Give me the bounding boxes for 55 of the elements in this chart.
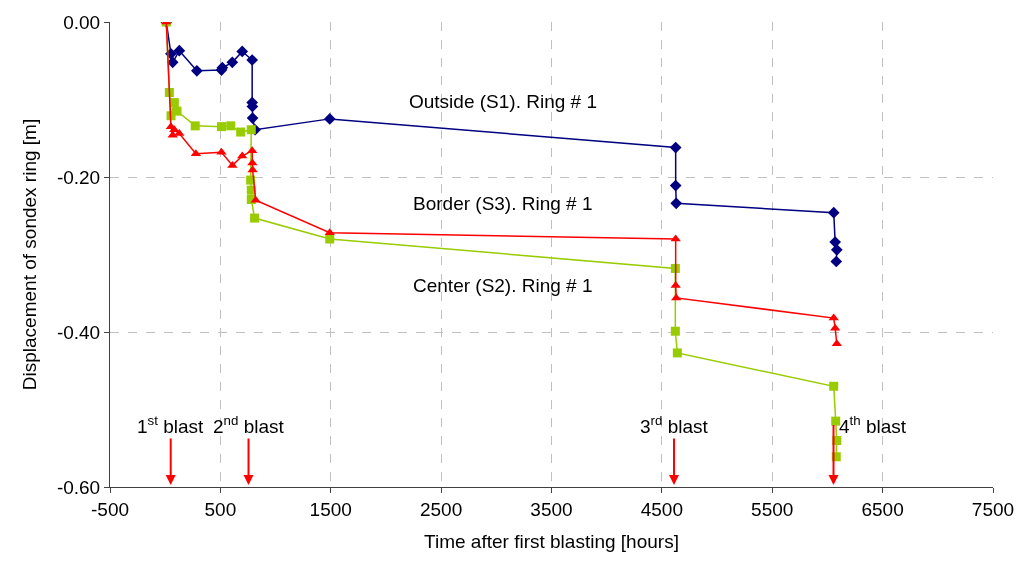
point <box>323 113 336 125</box>
point <box>670 234 681 242</box>
x-tick-label: 2500 <box>419 498 463 520</box>
point <box>169 98 179 108</box>
x-tick-label: 5500 <box>751 498 794 520</box>
point <box>827 206 840 219</box>
ref-line-label: 3$^{rd}$ blast <box>640 413 709 437</box>
point <box>246 54 259 66</box>
point <box>172 106 182 116</box>
point <box>236 127 246 137</box>
point <box>830 244 843 256</box>
point <box>672 348 682 358</box>
ref-line-label: 4$^{th}$ blast <box>839 413 907 437</box>
y-tick-label: -0.40 <box>56 321 101 343</box>
point <box>226 56 239 69</box>
point <box>324 228 335 236</box>
point <box>830 255 843 268</box>
ref-line-label: 1$^{st}$ blast <box>137 413 205 437</box>
y-tick-label: -0.20 <box>56 166 101 188</box>
y-tick-label: 0.00 <box>63 11 101 33</box>
ref-line-label: 2$^{nd}$ blast <box>213 413 285 437</box>
point <box>246 125 256 135</box>
point <box>237 151 248 159</box>
series-label: Border (S3). Ring # 1 <box>413 193 593 214</box>
point <box>669 141 682 154</box>
point <box>250 213 260 223</box>
point <box>671 293 682 301</box>
point <box>669 179 682 192</box>
point <box>250 195 261 203</box>
point <box>670 326 680 336</box>
x-tick-label: 3500 <box>530 498 573 520</box>
series-label: Outside (S1). Ring # 1 <box>409 91 597 112</box>
y-axis-title: Displacement of sondex ring [m] <box>18 118 40 391</box>
y-tick-label: -0.60 <box>56 476 101 498</box>
point <box>829 381 839 391</box>
x-tick-label: 1500 <box>309 498 352 520</box>
point <box>246 112 259 124</box>
x-tick-label: 4500 <box>640 498 684 520</box>
point <box>191 64 203 77</box>
point <box>173 44 186 57</box>
x-tick-label: 7500 <box>971 498 1015 520</box>
point <box>166 56 179 69</box>
x-tick-label: -500 <box>90 498 130 520</box>
point <box>670 197 683 210</box>
series-label: Center (S2). Ring # 1 <box>413 275 593 296</box>
point <box>236 45 249 58</box>
x-tick-label: 500 <box>204 498 237 520</box>
point <box>325 234 335 244</box>
point <box>828 313 839 321</box>
point <box>227 160 238 168</box>
x-axis-title: Time after first blasting [hours] <box>424 530 679 552</box>
point <box>190 121 200 131</box>
x-tick-label: 6500 <box>861 498 904 520</box>
point <box>216 122 226 132</box>
point <box>226 121 236 131</box>
